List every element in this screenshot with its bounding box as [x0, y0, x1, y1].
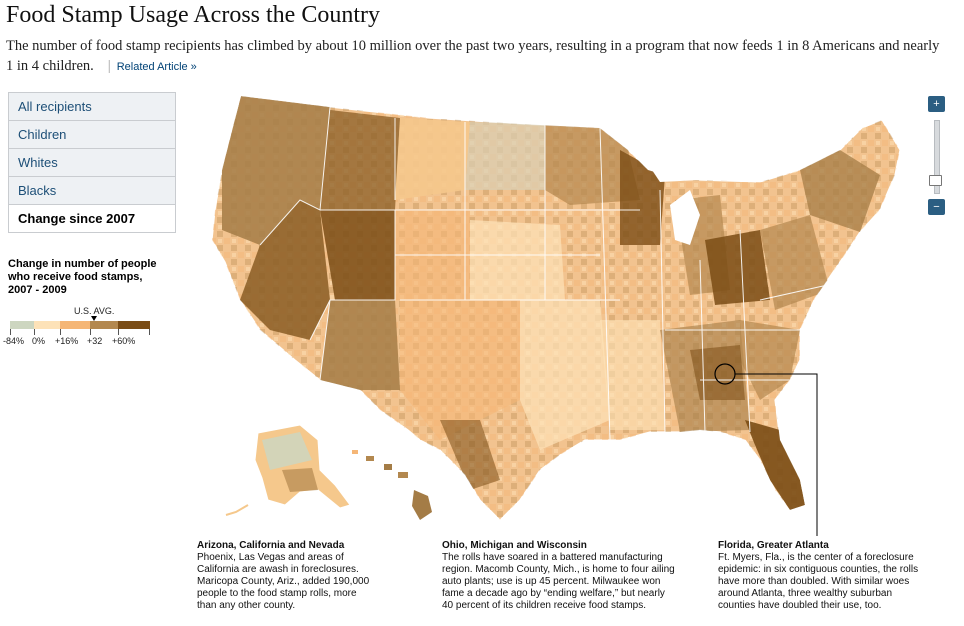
hawaii[interactable]	[352, 450, 432, 520]
zoom-in-button[interactable]: +	[928, 96, 945, 112]
conus-fill	[211, 95, 901, 521]
callout-text: around Atlanta, three wealthy suburban	[718, 588, 893, 599]
callout-title: Ohio, Michigan and Wisconsin	[442, 540, 587, 551]
legend-us-avg-marker	[91, 316, 97, 321]
lake-superior	[640, 152, 700, 182]
menu-item-blacks[interactable]: Blacks	[9, 177, 175, 205]
legend-title: Change in number of people who receive f…	[8, 258, 157, 296]
menu-item-all-recipients[interactable]: All recipients	[9, 93, 175, 121]
callout-title: Arizona, California and Nevada	[197, 540, 345, 551]
legend-swatch-3	[60, 321, 90, 329]
callout-ohio-michigan-wisconsin: Ohio, Michigan and Wisconsin The rolls h…	[442, 540, 702, 612]
callout-text: Maricopa County, Ariz., added 190,000	[197, 576, 370, 587]
legend-tick-label: +32	[87, 336, 103, 346]
subtitle-text: The number of food stamp recipients has …	[6, 38, 940, 74]
callout-text: than any other county.	[197, 600, 296, 611]
alaska[interactable]	[225, 424, 351, 516]
legend-swatch-1	[10, 321, 34, 329]
callout-text: California are awash in foreclosures.	[197, 564, 359, 575]
page-subtitle: The number of food stamp recipients has …	[6, 36, 946, 77]
page-title: Food Stamp Usage Across the Country	[6, 2, 380, 28]
legend-swatches	[10, 321, 150, 329]
legend-ticks	[10, 329, 150, 335]
legend-tick-label: +16%	[55, 336, 79, 346]
callout-text: Phoenix, Las Vegas and areas of	[197, 552, 344, 563]
callout-text: epidemic: in six contiguous counties, th…	[718, 564, 919, 575]
legend-tick-label: 0%	[32, 336, 46, 346]
callout-title: Florida, Greater Atlanta	[718, 540, 829, 551]
menu-item-change-since-2007[interactable]: Change since 2007	[9, 205, 175, 232]
callout-florida-greater-atlanta: Florida, Greater Atlanta Ft. Myers, Fla.…	[718, 540, 948, 612]
callout-text: people to the food stamp rolls, more	[197, 588, 357, 599]
related-article-link[interactable]: Related Article »	[116, 61, 197, 73]
zoom-slider-handle[interactable]	[929, 175, 942, 186]
callout-text: fame a decade ago by “ending welfare,” b…	[442, 588, 665, 599]
great-lakes	[670, 190, 700, 245]
callout-arizona-california-nevada: Arizona, California and Nevada Phoenix, …	[197, 540, 397, 612]
callout-text: have more than doubled. With similar woe…	[718, 576, 910, 587]
atlanta-callout	[714, 363, 818, 536]
menu-item-whites[interactable]: Whites	[9, 149, 175, 177]
callout-text: auto plants; use is up 45 percent. Milwa…	[442, 576, 661, 587]
legend-swatch-5	[118, 321, 150, 329]
callout-text: 40 percent of its children receive food …	[442, 600, 646, 611]
view-menu: All recipients Children Whites Blacks Ch…	[8, 92, 176, 233]
callout-text: counties have doubled their use, too.	[718, 600, 882, 611]
legend-swatch-2	[34, 321, 60, 329]
legend-swatch-4	[90, 321, 118, 329]
zoom-out-button[interactable]: −	[928, 199, 945, 215]
zoom-slider-track[interactable]	[934, 120, 940, 194]
separator: |	[107, 58, 111, 74]
callout-text: region. Macomb County, Mich., is home to…	[442, 564, 675, 575]
legend-tick-label: +60%	[112, 336, 136, 346]
legend-tick-label: -84%	[3, 336, 25, 346]
callout-text: The rolls have soared in a battered manu…	[442, 552, 663, 563]
callout-text: Ft. Myers, Fla., is the center of a fore…	[718, 552, 914, 563]
menu-item-children[interactable]: Children	[9, 121, 175, 149]
legend-us-avg-label: U.S. AVG.	[74, 306, 115, 316]
